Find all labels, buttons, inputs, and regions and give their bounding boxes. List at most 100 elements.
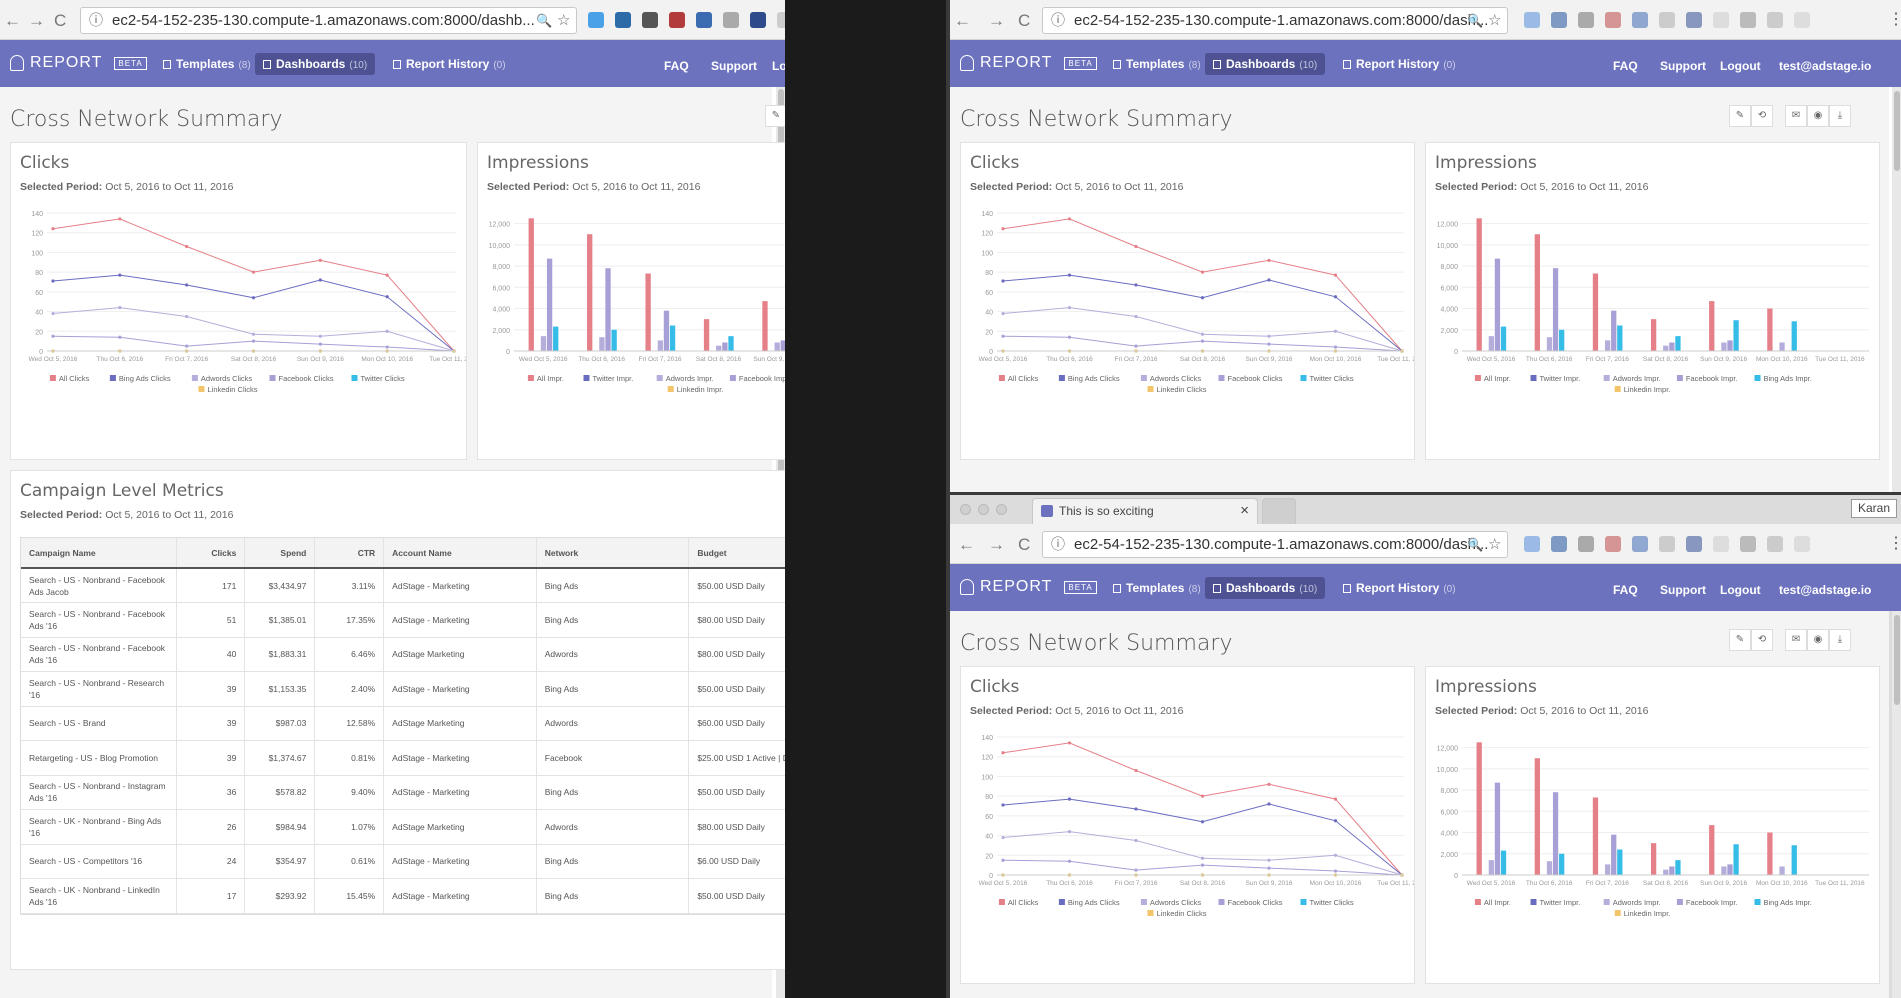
bookmark-star-icon[interactable]: ☆ (557, 12, 571, 29)
extension-icon[interactable] (1551, 12, 1567, 28)
extension-icon[interactable] (615, 12, 631, 28)
back-icon[interactable]: ← (4, 11, 21, 30)
maximize-window-icon[interactable] (996, 504, 1007, 515)
forward-icon[interactable]: → (988, 11, 1005, 30)
zoom-icon[interactable]: 🔍 (536, 13, 553, 28)
table-row[interactable]: Search - US - Brand 39 $987.03 12.58% AdStag… (21, 706, 785, 741)
table-row[interactable]: Search - US - Nonbrand - Instagram Ads '… (21, 775, 785, 810)
extension-icon[interactable] (1632, 12, 1648, 28)
profile-button[interactable]: Karan (1850, 499, 1897, 518)
nav-logout[interactable]: Logout (772, 59, 785, 73)
info-icon[interactable]: ⓘ (1051, 12, 1065, 28)
column-header[interactable]: Budget (688, 538, 785, 569)
browser-menu-icon[interactable]: ⋮ (1888, 535, 1901, 552)
extension-icon[interactable] (1713, 12, 1729, 28)
nav-account[interactable]: test@adstage.io (1779, 59, 1872, 73)
extension-icon[interactable] (669, 12, 685, 28)
column-header[interactable]: Network (536, 538, 690, 569)
email-icon[interactable]: ✉ (1785, 105, 1807, 127)
edit-icon[interactable]: ✎ (765, 105, 785, 127)
nav-support[interactable]: Support (1660, 59, 1706, 73)
extension-icon[interactable] (723, 12, 739, 28)
minimize-window-icon[interactable] (978, 504, 989, 515)
table-row[interactable]: Search - US - Nonbrand - Facebook Ads Ja… (21, 568, 785, 603)
address-bar[interactable]: ⓘ ec2-54-152-235-130.compute-1.amazonaws… (1042, 7, 1508, 34)
bookmark-star-icon[interactable]: ☆ (1488, 12, 1502, 29)
nav-faq[interactable]: FAQ (1613, 583, 1638, 597)
nav-report-history[interactable]: Report History (0) (1335, 577, 1464, 599)
extension-icon[interactable] (1659, 12, 1675, 28)
column-header[interactable]: Account Name (383, 538, 537, 569)
refresh-icon[interactable]: ⟲ (1751, 629, 1773, 651)
table-row[interactable]: Search - US - Nonbrand - Research '16 39 $… (21, 671, 785, 707)
extension-icon[interactable] (1767, 536, 1783, 552)
nav-account[interactable]: test@adstage.io (1779, 583, 1872, 597)
close-window-icon[interactable] (960, 504, 971, 515)
download-icon[interactable]: ⤓ (1829, 629, 1851, 651)
nav-faq[interactable]: FAQ (1613, 59, 1638, 73)
extension-icon[interactable] (1713, 536, 1729, 552)
nav-support[interactable]: Support (711, 59, 757, 73)
app-logo[interactable]: REPORT BETA (960, 578, 1097, 596)
app-logo[interactable]: REPORT BETA (10, 54, 147, 72)
edit-icon[interactable]: ✎ (1729, 105, 1751, 127)
extension-icon[interactable] (1794, 536, 1810, 552)
nav-templates[interactable]: Templates (8) (1105, 577, 1209, 599)
table-row[interactable]: Search - US - Competitors '16 24 $354.97 0.… (21, 844, 785, 879)
extension-icon[interactable] (1605, 536, 1621, 552)
tab-close-icon[interactable]: × (1240, 502, 1249, 519)
nav-dashboards[interactable]: Dashboards (10) (255, 53, 376, 75)
nav-report-history[interactable]: Report History (0) (385, 53, 514, 75)
extension-icon[interactable] (1605, 12, 1621, 28)
extension-icon[interactable] (1659, 536, 1675, 552)
scrollbar[interactable] (1892, 87, 1901, 494)
reload-icon[interactable]: C (54, 11, 67, 30)
extension-icon[interactable] (1524, 536, 1540, 552)
info-icon[interactable]: ⓘ (89, 12, 103, 28)
back-icon[interactable]: ← (958, 535, 975, 554)
scrollbar-thumb[interactable] (1894, 91, 1900, 171)
browser-menu-icon[interactable]: ⋮ (1888, 11, 1901, 28)
nav-templates[interactable]: Templates (8) (155, 53, 259, 75)
extension-icon[interactable] (1632, 536, 1648, 552)
forward-icon[interactable]: → (988, 535, 1005, 554)
table-row[interactable]: Search - UK - Nonbrand - LinkedIn Ads '1… (21, 878, 785, 914)
forward-icon[interactable]: → (28, 11, 45, 30)
browser-tab[interactable]: This is so exciting × (1032, 498, 1258, 524)
extension-icon[interactable] (696, 12, 712, 28)
edit-icon[interactable]: ✎ (1729, 629, 1751, 651)
zoom-icon[interactable]: 🔍 (1467, 537, 1484, 552)
extension-icon[interactable] (1686, 12, 1702, 28)
nav-logout[interactable]: Logout (1720, 59, 1761, 73)
zoom-icon[interactable]: 🔍 (1467, 13, 1484, 28)
column-header[interactable]: Clicks (176, 538, 246, 569)
scrollbar[interactable] (1892, 611, 1901, 998)
extension-icon[interactable] (1686, 536, 1702, 552)
nav-dashboards[interactable]: Dashboards (10) (1205, 577, 1326, 599)
back-icon[interactable]: ← (954, 11, 971, 30)
column-header[interactable]: Spend (244, 538, 316, 569)
nav-faq[interactable]: FAQ (664, 59, 689, 73)
reload-icon[interactable]: C (1018, 535, 1031, 554)
column-header[interactable]: Campaign Name (21, 538, 177, 569)
nav-support[interactable]: Support (1660, 583, 1706, 597)
table-row[interactable]: Search - US - Nonbrand - Facebook Ads '1… (21, 637, 785, 672)
info-icon[interactable]: ⓘ (1051, 536, 1065, 552)
bookmark-star-icon[interactable]: ☆ (1488, 536, 1502, 553)
nav-dashboards[interactable]: Dashboards (10) (1205, 53, 1326, 75)
table-row[interactable]: Retargeting - US - Blog Promotion 39 $1,37… (21, 740, 785, 776)
nav-report-history[interactable]: Report History (0) (1335, 53, 1464, 75)
extension-icon[interactable] (642, 12, 658, 28)
reload-icon[interactable]: C (1018, 11, 1031, 30)
extension-icon[interactable] (1740, 12, 1756, 28)
extension-icon[interactable] (1794, 12, 1810, 28)
extension-icon[interactable] (1578, 12, 1594, 28)
address-bar[interactable]: ⓘ ec2-54-152-235-130.compute-1.amazonaws… (1042, 531, 1508, 558)
extension-icon[interactable] (1578, 536, 1594, 552)
table-row[interactable]: Search - US - Nonbrand - Facebook Ads '1… (21, 602, 785, 638)
table-row[interactable]: Search - UK - Nonbrand - Bing Ads '16 26 $… (21, 809, 785, 845)
download-icon[interactable]: ⤓ (1829, 105, 1851, 127)
new-tab-button[interactable] (1262, 498, 1296, 524)
nav-logout[interactable]: Logout (1720, 583, 1761, 597)
extension-icon[interactable] (588, 12, 604, 28)
